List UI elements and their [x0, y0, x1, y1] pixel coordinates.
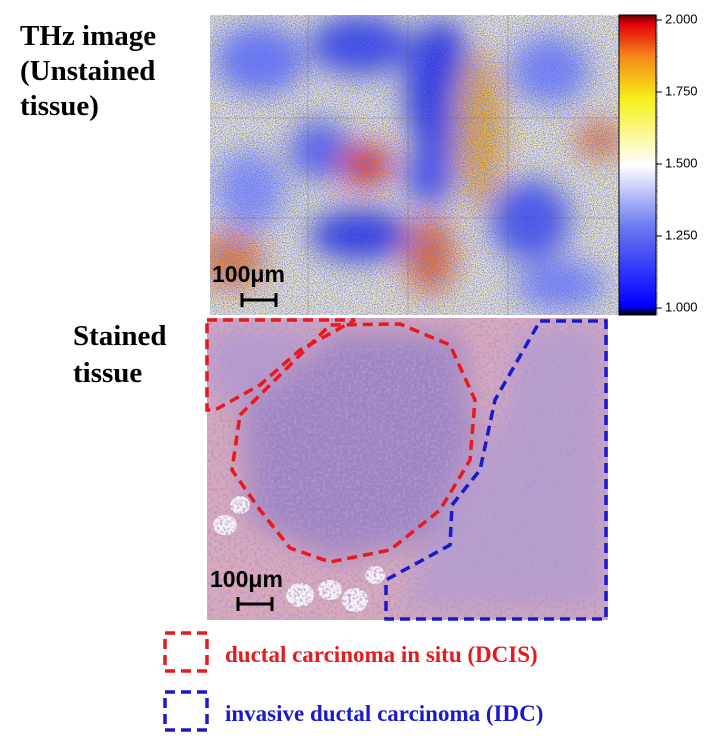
idc-outline: [384, 319, 608, 621]
legend-swatch: [163, 690, 209, 732]
stained-scale-bar: 100μm: [210, 566, 283, 611]
thz-image: [210, 15, 658, 315]
thz-scale-bar: 100μm: [212, 261, 285, 307]
tick-label: 1.250: [665, 227, 698, 242]
label-line: (Unstained: [20, 55, 155, 87]
legend: ductal carcinoma in situ (DCIS) invasive …: [163, 631, 543, 732]
tick-label: 1.750: [665, 83, 698, 98]
colorbar-ticks: 1.000 1.250 1.500 1.750 2.000: [656, 11, 698, 314]
dcis-outline: [230, 322, 477, 564]
scale-bar: [240, 293, 278, 307]
legend-label: ductal carcinoma in situ (DCIS): [225, 642, 538, 667]
tick-label: 1.500: [665, 155, 698, 170]
scale-label: 100μm: [210, 566, 283, 592]
label-line: Stained: [73, 320, 166, 352]
tick-label: 1.000: [665, 299, 698, 314]
stained-label: Stained tissue: [73, 320, 166, 389]
stained-image: [207, 318, 608, 620]
scale-label: 100μm: [212, 261, 285, 287]
colorbar: [618, 14, 657, 316]
thz-label: THz image (Unstained tissue): [20, 20, 156, 122]
tick-label: 2.000: [665, 11, 698, 26]
label-line: tissue): [20, 90, 99, 122]
legend-swatch: [163, 631, 209, 673]
legend-label: invasive ductal carcinoma (IDC): [225, 701, 543, 726]
label-line: THz image: [20, 20, 156, 52]
dcis-outline: [205, 318, 356, 412]
label-line: tissue: [73, 357, 142, 389]
scale-bar: [236, 597, 274, 611]
